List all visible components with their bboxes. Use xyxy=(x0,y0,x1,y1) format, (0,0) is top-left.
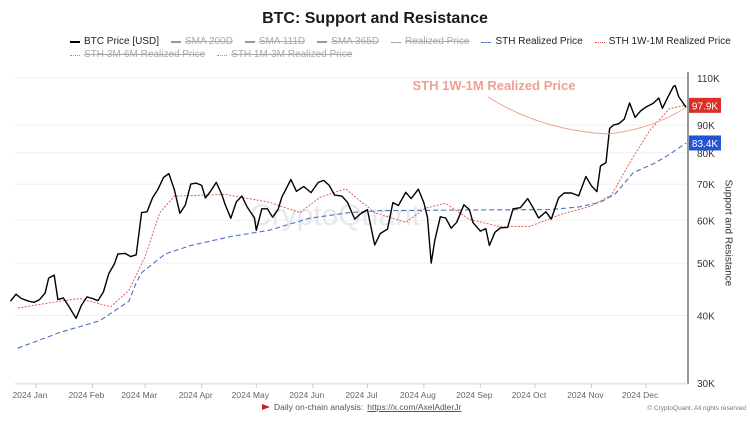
legend-swatch xyxy=(171,41,182,43)
footer: Daily on-chain analysis: https://x.com/A… xyxy=(262,402,461,412)
legend-swatch xyxy=(217,54,228,56)
annotation-label: STH 1W-1M Realized Price xyxy=(412,78,575,93)
legend-item[interactable]: SMA 365D xyxy=(317,36,379,48)
chart-title: BTC: Support and Resistance xyxy=(262,10,488,27)
y-tick-label: 50K xyxy=(697,259,715,270)
legend-item[interactable]: STH 1M-3M Realized Price xyxy=(217,49,352,61)
legend-label: STH Realized Price xyxy=(495,36,583,47)
legend-swatch xyxy=(244,41,255,43)
legend-swatch xyxy=(70,41,80,43)
series-line-sth-1w-1m-realized-price xyxy=(17,104,687,309)
x-tick-label: 2024 Sep xyxy=(456,390,493,400)
y-axis-label: Support and Resistance xyxy=(722,179,734,287)
y-tick-label: 90K xyxy=(697,121,715,132)
x-tick-label: 2024 Feb xyxy=(68,390,104,400)
legend-label: SMA 111D xyxy=(258,36,306,47)
x-tick-label: 2024 Apr xyxy=(179,390,213,400)
legend-item[interactable]: STH Realized Price xyxy=(481,36,583,48)
y-tick-label: 40K xyxy=(697,311,715,322)
y-tick-label: 30K xyxy=(697,379,715,390)
legend-swatch xyxy=(317,41,328,43)
copyright: © CryptoQuant. All rights reserved xyxy=(647,405,746,412)
series-line-sth-realized-price xyxy=(17,142,687,349)
legend-swatch xyxy=(594,41,605,43)
legend-item[interactable]: Realized Price xyxy=(390,36,470,48)
x-tick-label: 2024 Oct xyxy=(512,390,547,400)
legend-swatch xyxy=(481,41,492,43)
legend-label: SMA 200D xyxy=(185,36,233,47)
legend-item[interactable]: STH 1W-1M Realized Price xyxy=(594,36,731,48)
y-tick-label: 80K xyxy=(697,149,715,160)
legend-label: STH 3M-6M Realized Price xyxy=(84,49,206,60)
legend-swatch xyxy=(70,54,80,56)
x-tick-label: 2024 Dec xyxy=(622,390,659,400)
y-tick-label: 110K xyxy=(697,74,720,85)
legend-label: STH 1W-1M Realized Price xyxy=(608,36,731,47)
legend-label: Realized Price xyxy=(404,36,470,47)
x-tick-label: 2024 Jun xyxy=(289,390,324,400)
annotation-arrow xyxy=(487,96,688,135)
footer-link[interactable]: https://x.com/AxelAdlerJr xyxy=(367,402,462,412)
flag-icon xyxy=(262,404,270,410)
footer-text: Daily on-chain analysis: xyxy=(274,402,364,412)
x-tick-label: 2024 Aug xyxy=(400,390,436,400)
x-tick-label: 2024 Jan xyxy=(13,390,48,400)
x-tick-label: 2024 Nov xyxy=(567,390,604,400)
legend-item[interactable]: SMA 111D xyxy=(244,36,306,48)
legend-item[interactable]: BTC Price [USD] xyxy=(70,36,159,48)
y-tick-label: 60K xyxy=(697,216,715,227)
series-line-btc-price-usd- xyxy=(9,84,687,320)
last-value-label: 83.4K xyxy=(692,139,718,150)
legend: BTC Price [USD] SMA 200D SMA 111D SMA 365D R… xyxy=(70,36,731,61)
legend-label: BTC Price [USD] xyxy=(84,36,160,47)
legend-item[interactable]: STH 3M-6M Realized Price xyxy=(70,49,205,61)
last-value-badge xyxy=(689,97,721,113)
last-value-badge xyxy=(689,135,721,151)
x-tick-label: 2024 May xyxy=(232,390,270,400)
x-tick-label: 2024 Mar xyxy=(121,390,157,400)
x-tick-label: 2024 Jul xyxy=(345,390,377,400)
legend-swatch xyxy=(390,41,401,43)
legend-label: SMA 365D xyxy=(331,36,379,47)
legend-item[interactable]: SMA 200D xyxy=(171,36,233,48)
legend-label: STH 1M-3M Realized Price xyxy=(231,49,353,60)
last-value-label: 97.9K xyxy=(692,101,718,112)
y-tick-label: 70K xyxy=(697,180,715,191)
